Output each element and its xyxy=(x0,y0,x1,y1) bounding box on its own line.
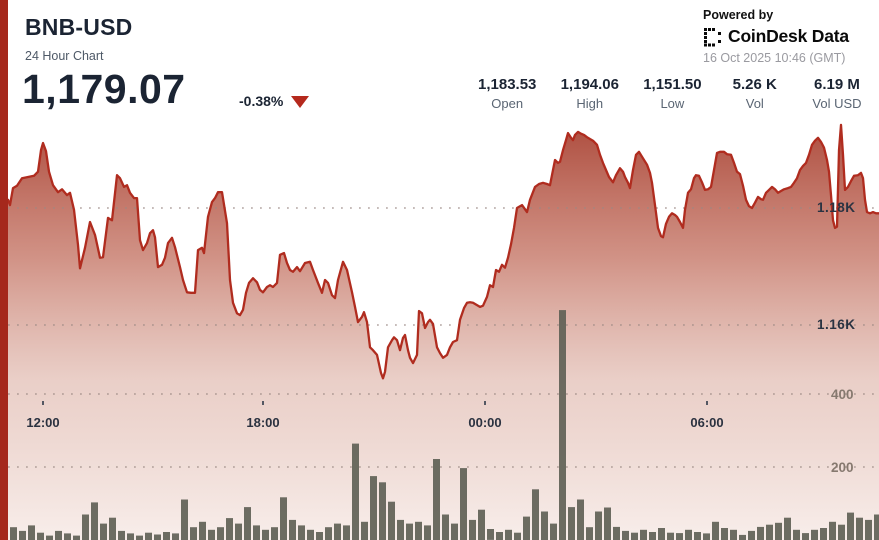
stat-vol-usd-label: Vol USD xyxy=(812,96,862,111)
stat-vol-value: 5.26 K xyxy=(732,76,777,93)
stat-vol: 5.26 K Vol xyxy=(726,76,784,111)
stat-vol-label: Vol xyxy=(745,96,764,111)
stat-open: 1,183.53 Open xyxy=(478,76,536,111)
stat-vol-usd: 6.19 M Vol USD xyxy=(808,76,866,111)
coindesk-brand: CoinDesk Data xyxy=(728,26,849,46)
stat-high: 1,194.06 High xyxy=(561,76,619,111)
left-accent-bar xyxy=(0,0,8,540)
chart-subtitle: 24 Hour Chart xyxy=(25,49,104,63)
y-axis-label-116k: 1.16K xyxy=(817,317,856,333)
stats-row: 1,183.53 Open 1,194.06 High 1,151.50 Low… xyxy=(478,76,866,111)
symbol-title: BNB-USD xyxy=(25,14,133,40)
stat-low-label: Low xyxy=(660,96,685,111)
x-axis-label-1800: 18:00 xyxy=(246,415,280,430)
chart-timestamp: 16 Oct 2025 10:46 (GMT) xyxy=(703,51,846,65)
stat-open-value: 1,183.53 xyxy=(478,76,537,93)
stat-high-label: High xyxy=(576,96,604,111)
stat-open-label: Open xyxy=(491,96,524,111)
powered-by-block: Powered by CoinDesk Data 16 Oct 2025 10:… xyxy=(703,8,868,65)
triangle-down-icon xyxy=(291,96,309,108)
y-axis-label-118k: 1.18K xyxy=(817,200,856,215)
stat-high-value: 1,194.06 xyxy=(560,76,619,93)
stat-low-value: 1,151.50 xyxy=(643,76,702,93)
vol-axis-label-400: 400 xyxy=(831,387,854,402)
price-change-percent: -0.38% xyxy=(239,93,284,109)
x-axis-label-1200: 12:00 xyxy=(26,415,60,430)
powered-by-label: Powered by xyxy=(703,8,774,22)
stat-vol-usd-value: 6.19 M xyxy=(814,76,860,93)
x-axis-label-0000: 00:00 xyxy=(468,415,502,430)
x-axis-label-0600: 06:00 xyxy=(690,415,724,430)
current-price: 1,179.07 xyxy=(22,66,186,112)
coindesk-logo-icon xyxy=(704,27,721,46)
vol-axis-label-200: 200 xyxy=(831,460,854,475)
stat-low: 1,151.50 Low xyxy=(643,76,701,111)
